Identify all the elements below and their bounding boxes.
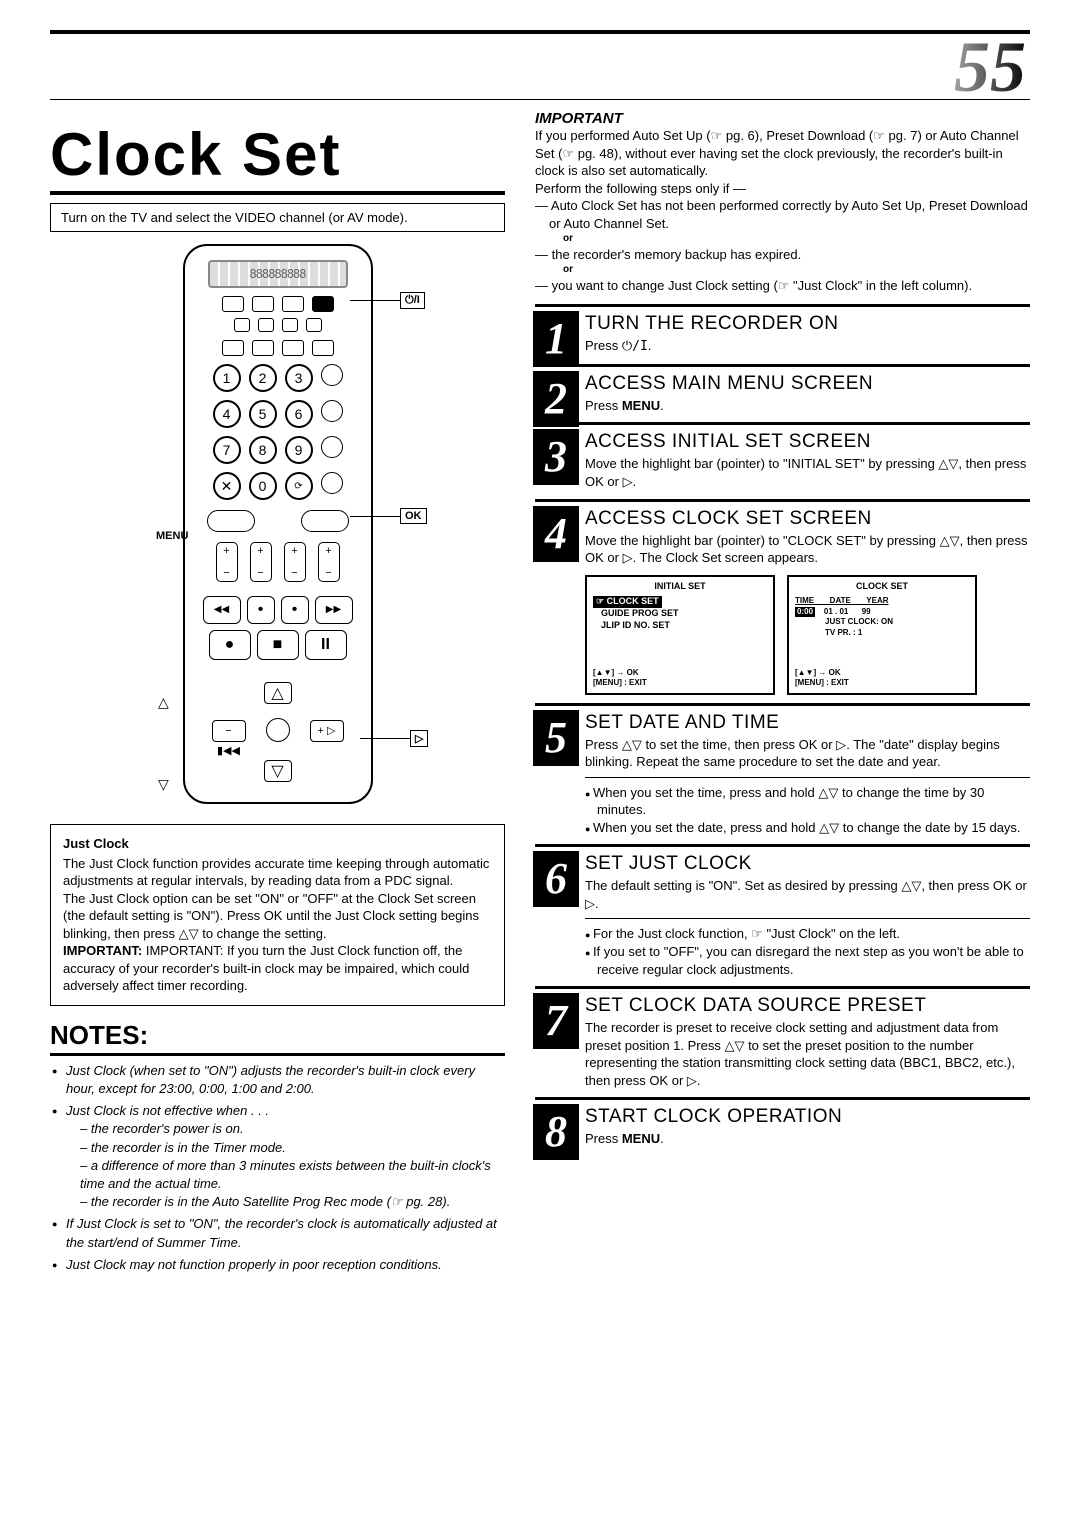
note-item: Just Clock (when set to "ON") adjusts th…: [52, 1062, 505, 1098]
right-column: IMPORTANT If you performed Auto Set Up (…: [535, 110, 1030, 1278]
just-clock-box: Just Clock The Just Clock function provi…: [50, 824, 505, 1006]
page-title: Clock Set: [50, 120, 505, 195]
step-bullet: When you set the date, press and hold △▽…: [585, 819, 1030, 837]
step-body: Press MENU.: [585, 1130, 1030, 1148]
step-number: 8: [533, 1104, 579, 1160]
notes-list: Just Clock (when set to "ON") adjusts th…: [50, 1062, 505, 1274]
important-heading: IMPORTANT: [535, 110, 1030, 127]
step-bullet: If you set to "OFF", you can disregard t…: [585, 943, 1030, 978]
step-bullet: For the Just clock function, ☞ "Just Clo…: [585, 925, 1030, 943]
step-number: 2: [533, 371, 579, 427]
note-item: Just Clock is not effective when . . . t…: [52, 1102, 505, 1211]
step-number: 6: [533, 851, 579, 907]
callout-tri: ▷: [410, 730, 428, 747]
intro-instruction: Turn on the TV and select the VIDEO chan…: [50, 203, 505, 232]
step-body: The recorder is preset to receive clock …: [585, 1019, 1030, 1089]
label-menu: MENU: [156, 530, 188, 542]
step-number: 1: [533, 311, 579, 367]
step-body: Move the highlight bar (pointer) to "INI…: [585, 455, 1030, 490]
step-number: 5: [533, 710, 579, 766]
important-body: If you performed Auto Set Up (☞ pg. 6), …: [535, 127, 1030, 294]
step-title: ACCESS INITIAL SET SCREEN: [585, 431, 1030, 453]
just-clock-p3: IMPORTANT: IMPORTANT: If you turn the Ju…: [63, 942, 492, 995]
step-7: 7 SET CLOCK DATA SOURCE PRESET The recor…: [535, 986, 1030, 1089]
step-1: 1 TURN THE RECORDER ON Press ⏻/I.: [535, 304, 1030, 356]
step-number: 3: [533, 429, 579, 485]
note-subitem: a difference of more than 3 minutes exis…: [80, 1157, 505, 1193]
left-column: Clock Set Turn on the TV and select the …: [50, 110, 505, 1278]
step-3: 3 ACCESS INITIAL SET SCREEN Move the hig…: [535, 422, 1030, 490]
note-item: Just Clock may not function properly in …: [52, 1256, 505, 1274]
step-bullet: When you set the time, press and hold △▽…: [585, 784, 1030, 819]
just-clock-p1: The Just Clock function provides accurat…: [63, 855, 492, 890]
screen-clock-set: CLOCK SET TIME DATE YEAR 0:00 01 . 01 99…: [787, 575, 977, 695]
step-title: ACCESS MAIN MENU SCREEN: [585, 373, 1030, 395]
note-subitem: the recorder is in the Timer mode.: [80, 1139, 505, 1157]
callout-ok: OK: [400, 508, 427, 524]
step-title: SET CLOCK DATA SOURCE PRESET: [585, 995, 1030, 1017]
step-body: Press MENU.: [585, 397, 1030, 415]
step-title: ACCESS CLOCK SET SCREEN: [585, 508, 1030, 530]
screen-initial-set: INITIAL SET ☞ CLOCK SET GUIDE PROG SET J…: [585, 575, 775, 695]
note-subitem: the recorder's power is on.: [80, 1120, 505, 1138]
step-body: Press ⏻/I.: [585, 337, 1030, 356]
step-number: 7: [533, 993, 579, 1049]
remote-illustration: 888888888 123 456 789 ✕0⟳ +−+−+−+− ◀◀••▶…: [50, 244, 505, 804]
step-4: 4 ACCESS CLOCK SET SCREEN Move the highl…: [535, 499, 1030, 695]
just-clock-p2: The Just Clock option can be set "ON" or…: [63, 890, 492, 943]
step-body: The default setting is "ON". Set as desi…: [585, 877, 1030, 912]
page-header: 55: [50, 30, 1030, 100]
step-5: 5 SET DATE AND TIME Press △▽ to set the …: [535, 703, 1030, 837]
notes-heading: NOTES:: [50, 1020, 505, 1056]
just-clock-title: Just Clock: [63, 835, 492, 853]
step-number: 4: [533, 506, 579, 562]
step-6: 6 SET JUST CLOCK The default setting is …: [535, 844, 1030, 978]
step-title: TURN THE RECORDER ON: [585, 313, 1030, 335]
step-2: 2 ACCESS MAIN MENU SCREEN Press MENU.: [535, 364, 1030, 415]
step-8: 8 START CLOCK OPERATION Press MENU.: [535, 1097, 1030, 1148]
step-body: Press △▽ to set the time, then press OK …: [585, 736, 1030, 771]
step-title: SET JUST CLOCK: [585, 853, 1030, 875]
step-title: SET DATE AND TIME: [585, 712, 1030, 734]
note-item: If Just Clock is set to "ON", the record…: [52, 1215, 505, 1251]
step-body: Move the highlight bar (pointer) to "CLO…: [585, 532, 1030, 567]
page-number: 55: [950, 26, 1030, 109]
step-title: START CLOCK OPERATION: [585, 1106, 1030, 1128]
note-subitem: the recorder is in the Auto Satellite Pr…: [80, 1193, 505, 1211]
callout-power: ⏻/I: [400, 292, 425, 309]
remote-lcd: 888888888: [208, 260, 348, 288]
